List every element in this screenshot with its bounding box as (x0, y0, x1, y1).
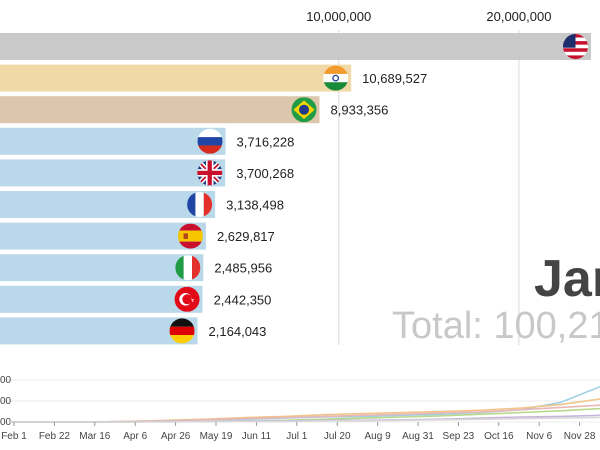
mini-x-tick-label: Feb 1 (1, 431, 27, 442)
mini-y-tick-label: 00 (0, 417, 12, 428)
bar-group: 10,689,527 (0, 64, 427, 92)
mini-x-tick-label: Feb 22 (39, 431, 71, 442)
date-label: Jan (534, 250, 600, 308)
flag-russia-icon (197, 128, 223, 154)
bar-group: 2,164,043 (0, 317, 267, 345)
value-label: 8,933,356 (331, 103, 389, 118)
value-label: 3,700,268 (236, 166, 294, 181)
bar-group: 3,716,228 (0, 127, 295, 155)
mini-x-tick-label: May 19 (200, 431, 233, 442)
mini-x-tick-label: Aug 31 (402, 431, 434, 442)
bar-group: 8,933,356 (0, 96, 389, 124)
value-label: 2,164,043 (209, 324, 267, 339)
bar (0, 222, 206, 250)
bar (0, 127, 226, 155)
mini-x-tick-label: Jun 11 (242, 431, 272, 442)
mini-x-tick-label: Mar 16 (79, 431, 111, 442)
mini-y-tick-label: 00 (0, 396, 12, 407)
value-label: 2,442,350 (214, 292, 272, 307)
bar (0, 254, 204, 282)
bar (0, 159, 226, 187)
mini-y-tick-label: 00 (0, 375, 12, 386)
bar-layer: 10,689,527 8,933,356 3,716,228 3,700,268 3,1… (0, 33, 591, 345)
flag-turkey-icon (174, 286, 200, 312)
bar (0, 96, 320, 124)
bar-group: 3,138,498 (0, 191, 284, 218)
timeline-series-line (10, 416, 600, 423)
mini-x-tick-label: Apr 26 (161, 431, 191, 442)
value-label: 2,629,817 (217, 229, 275, 244)
flag-usa-icon (562, 34, 588, 59)
bar-group: 2,485,956 (0, 254, 272, 282)
total-label: Total: 100,21 (392, 305, 600, 345)
mini-x-tick-label: Apr 6 (123, 431, 147, 442)
x-tick-label: 20,000,000 (486, 9, 551, 24)
bar (0, 191, 216, 218)
bar-group: 3,700,268 (0, 159, 294, 187)
mini-x-tick-label: Jul 20 (324, 431, 351, 442)
bar (0, 33, 591, 60)
timeline-chart: 00 00 00 Feb 1 Feb 22 Mar 16 Apr 6 Apr 26 May 19… (0, 375, 600, 442)
flag-italy-icon (175, 255, 201, 281)
grid-layer: 10,000,000 20,000,000 (306, 9, 551, 345)
value-label: 2,485,956 (214, 261, 272, 276)
flag-uk-icon (197, 160, 223, 186)
flag-spain-icon (177, 223, 203, 249)
bar-chart-race: 10,000,000 20,000,000 10,689,527 8,933,356… (0, 9, 600, 345)
mini-x-tick-label: Aug 9 (365, 431, 392, 442)
x-tick-label: 10,000,000 (306, 9, 371, 24)
mini-x-tick-label: Oct 16 (484, 431, 514, 442)
flag-brazil-icon (291, 97, 317, 123)
value-label: 10,689,527 (362, 71, 427, 86)
bar-group (0, 33, 591, 60)
bar (0, 317, 198, 345)
flag-india-icon (323, 65, 349, 91)
value-label: 3,716,228 (237, 134, 295, 149)
bar (0, 285, 203, 313)
bar (0, 64, 352, 92)
bar-group: 2,629,817 (0, 222, 275, 250)
mini-x-tick-label: Jul 1 (286, 431, 308, 442)
value-label: 3,138,498 (226, 198, 284, 213)
flag-germany-icon (169, 318, 195, 344)
mini-x-tick-label: Sep 23 (443, 431, 475, 442)
mini-x-tick-label: Nov 6 (526, 431, 553, 442)
bar-group: 2,442,350 (0, 285, 272, 313)
mini-x-tick-label: Nov 28 (564, 431, 596, 442)
flag-france-icon (187, 192, 213, 217)
